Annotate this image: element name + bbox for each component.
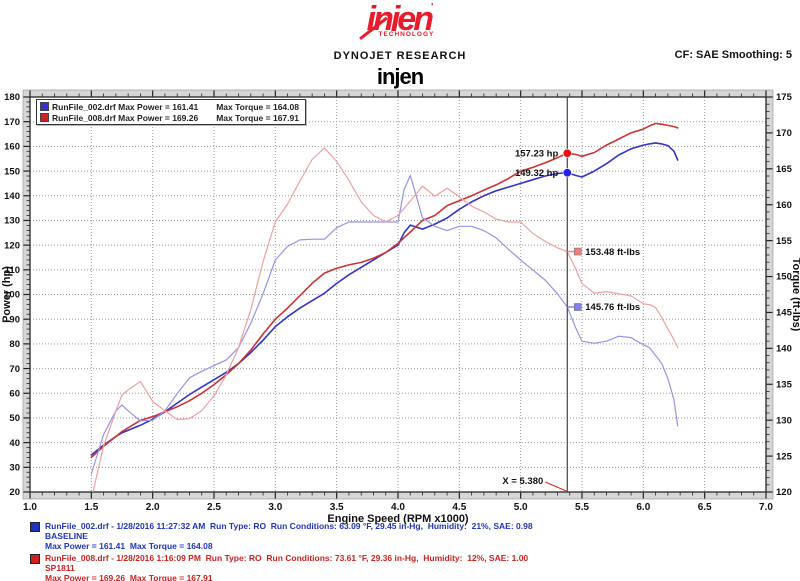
axis-ruler-band	[765, 96, 774, 493]
y-right-tick-label: 170	[776, 128, 792, 139]
y-right-tick-label: 125	[776, 451, 793, 462]
y-left-tick-label: 50	[9, 413, 20, 424]
power_sp1811-curve	[90, 122, 679, 459]
legend-row: RunFile_008.drf Max Power = 169.26 Max To…	[40, 112, 299, 123]
y-left-tick-label: 70	[9, 364, 20, 375]
injen-logo: injen' TECHNOLOGY	[0, 2, 800, 48]
y-left-tick-label: 40	[9, 438, 20, 449]
legend-color-swatch	[40, 113, 49, 122]
y-left-tick-label: 100	[4, 290, 20, 301]
x-axis-tick-label: 2.0	[146, 502, 160, 513]
x-axis-tick-label: 1.0	[23, 502, 37, 513]
cursor-value-label: 153.48 ft-lbs	[585, 247, 640, 258]
run-max-values-line: Max Power = 161.41 Max Torque = 164.08	[45, 540, 213, 551]
cursor-value-marker	[574, 303, 582, 311]
cursor-value-label: 149.32 hp	[515, 168, 558, 179]
legend-row: RunFile_002.drf Max Power = 161.41 Max To…	[40, 101, 299, 112]
dynojet-research-label: DYNOJET RESEARCH	[333, 50, 467, 62]
x-axis-tick-label: 4.0	[391, 502, 405, 513]
y-right-tick-label: 160	[776, 200, 792, 211]
y-left-tick-label: 60	[9, 388, 20, 399]
legend-max-power-label: RunFile_008.drf Max Power = 169.26	[52, 112, 199, 123]
power_baseline-curve	[90, 142, 679, 456]
cursor-value-marker	[562, 168, 572, 178]
cursor-label-leader	[545, 481, 567, 492]
plot-border	[29, 96, 767, 493]
y-right-tick-label: 135	[776, 379, 793, 390]
y-left-tick-label: 20	[9, 487, 20, 498]
cursor-value-label: 157.23 hp	[515, 148, 558, 159]
y-right-tick-label: 155	[776, 236, 793, 247]
run-info-entry: RunFile_002.drf - 1/28/2016 11:27:32 AM …	[30, 521, 770, 551]
y-left-tick-label: 170	[4, 117, 20, 128]
technology-label: TECHNOLOGY	[377, 31, 436, 38]
legend-box: RunFile_002.drf Max Power = 161.41 Max To…	[36, 99, 306, 125]
y-left-tick-label: 130	[4, 216, 20, 227]
x-axis-title: Engine Speed (RPM x1000)	[327, 513, 469, 525]
run-name-line: BASELINE	[45, 531, 88, 541]
y-left-tick-label: 120	[4, 240, 20, 251]
x-axis-tick-label: 6.0	[636, 502, 650, 513]
cursor-value-label: 145.76 ft-lbs	[585, 302, 640, 313]
run-max-values-line: Max Power = 169.26 Max Torque = 167.91	[45, 572, 213, 581]
graph-title: injen	[376, 64, 424, 89]
y-left-axis-title: Power (hp)	[1, 266, 13, 323]
y-right-tick-label: 165	[776, 164, 793, 175]
run-conditions-line: RunFile_002.drf - 1/28/2016 11:27:32 AM …	[45, 521, 533, 531]
legend-max-torque-label: Max Torque = 167.91	[216, 112, 299, 123]
y-left-tick-label: 90	[9, 314, 20, 325]
torque_baseline-curve	[90, 174, 679, 475]
y-right-axis-title: Torque (ft-lbs)	[790, 258, 800, 332]
x-axis-tick-label: 2.5	[207, 502, 221, 513]
injen-brand-text: injen	[366, 0, 434, 38]
y-right-tick-label: 130	[776, 415, 792, 426]
x-axis-tick-label: 5.0	[514, 502, 528, 513]
y-right-tick-label: 175	[776, 92, 793, 103]
run-name-line: SP1811	[45, 563, 75, 573]
y-left-tick-label: 180	[4, 92, 20, 103]
trademark-tick: '	[430, 2, 434, 13]
y-right-tick-label: 145	[776, 308, 793, 319]
y-left-tick-label: 140	[4, 191, 20, 202]
y-left-tick-label: 80	[9, 339, 20, 350]
legend-max-power-label: RunFile_002.drf Max Power = 161.41	[52, 101, 199, 112]
torque_sp1811-curve	[92, 147, 679, 492]
cursor-x-label: X = 5.380	[502, 476, 543, 487]
x-axis-tick-label: 1.5	[84, 502, 98, 513]
run-file-icon	[30, 522, 40, 532]
legend-color-swatch	[40, 102, 49, 111]
x-axis-tick-label: 5.5	[575, 502, 589, 513]
x-axis-tick-label: 7.0	[759, 502, 773, 513]
cursor-value-marker	[574, 247, 582, 256]
legend-max-torque-label: Max Torque = 164.08	[216, 101, 299, 112]
y-left-tick-label: 110	[5, 265, 20, 276]
run-conditions-line: RunFile_008.drf - 1/28/2016 1:16:09 PM R…	[45, 553, 529, 563]
y-left-tick-label: 150	[4, 166, 20, 177]
y-right-tick-label: 140	[776, 344, 792, 355]
y-left-tick-label: 160	[4, 142, 20, 153]
y-right-tick-label: 120	[776, 487, 792, 498]
run-info-entry: RunFile_008.drf - 1/28/2016 1:16:09 PM R…	[30, 553, 770, 581]
x-axis-tick-label: 3.5	[330, 502, 344, 513]
y-right-tick-label: 150	[776, 272, 792, 283]
x-axis-tick-label: 4.5	[452, 502, 466, 513]
y-left-tick-label: 30	[9, 463, 20, 474]
correction-smoothing-label: CF: SAE Smoothing: 5	[674, 49, 792, 61]
x-axis-tick-label: 6.5	[698, 502, 712, 513]
x-axis-tick-label: 3.0	[268, 502, 282, 513]
cursor-value-marker	[562, 148, 572, 158]
run-file-icon	[30, 554, 40, 564]
run-info-footer: RunFile_002.drf - 1/28/2016 11:27:32 AM …	[30, 521, 770, 581]
